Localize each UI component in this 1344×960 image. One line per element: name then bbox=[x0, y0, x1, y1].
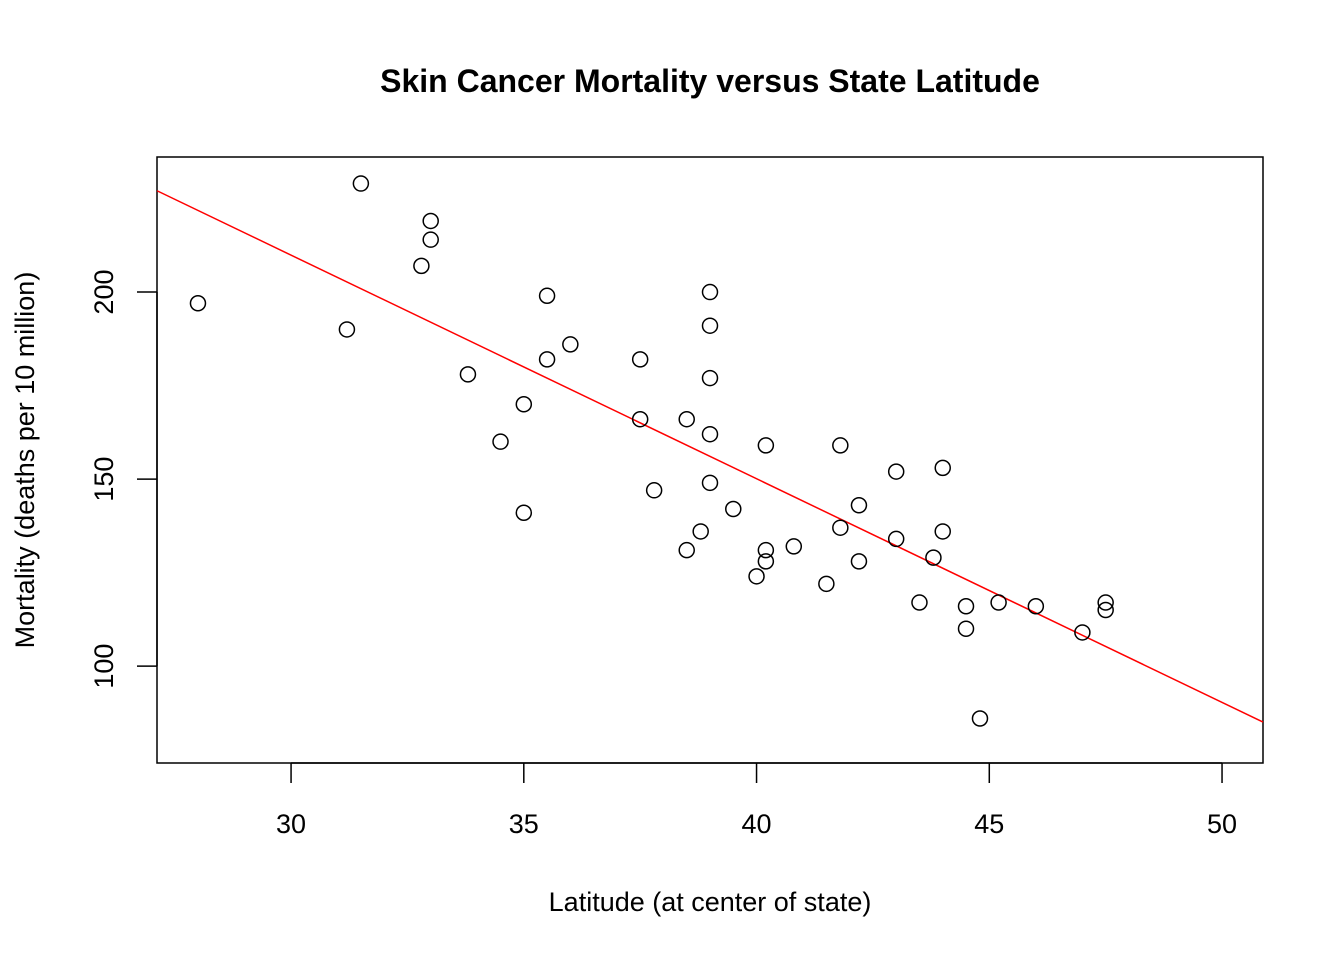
data-point bbox=[971, 710, 989, 727]
data-point bbox=[1097, 601, 1114, 619]
data-point bbox=[990, 594, 1007, 611]
data-point bbox=[832, 437, 849, 454]
y-axis-label: Mortality (deaths per 10 million) bbox=[10, 272, 40, 649]
data-points bbox=[189, 175, 1114, 727]
data-point bbox=[422, 231, 439, 248]
x-tick-label: 35 bbox=[509, 809, 539, 839]
data-point bbox=[338, 321, 356, 338]
plot-frame bbox=[156, 156, 1264, 764]
data-point bbox=[189, 295, 207, 312]
data-point bbox=[887, 530, 905, 548]
data-point bbox=[748, 568, 765, 585]
data-point bbox=[850, 553, 868, 570]
x-axis: 30 35 40 45 50 bbox=[276, 762, 1237, 839]
data-point bbox=[701, 369, 719, 387]
data-point bbox=[757, 541, 775, 559]
data-point bbox=[515, 504, 533, 521]
data-point bbox=[701, 317, 719, 334]
data-point bbox=[957, 620, 975, 637]
data-point bbox=[701, 425, 719, 443]
x-tick-label: 30 bbox=[276, 809, 306, 839]
x-tick-label: 50 bbox=[1207, 809, 1237, 839]
y-tick-label: 200 bbox=[89, 270, 119, 315]
data-point bbox=[492, 433, 509, 450]
data-point bbox=[678, 410, 695, 428]
data-point bbox=[459, 366, 477, 383]
y-axis: 100 150 200 bbox=[89, 270, 158, 689]
data-point bbox=[1027, 598, 1045, 615]
data-point bbox=[934, 459, 951, 477]
y-tick-label: 100 bbox=[89, 644, 119, 689]
data-point bbox=[678, 541, 695, 559]
data-point bbox=[957, 598, 975, 615]
data-point bbox=[422, 212, 439, 230]
data-point bbox=[887, 463, 905, 480]
data-point bbox=[515, 396, 533, 413]
data-point bbox=[538, 351, 556, 368]
regression-line-group bbox=[156, 190, 1264, 723]
data-point bbox=[757, 437, 775, 454]
data-point bbox=[1097, 594, 1114, 611]
data-point bbox=[631, 410, 649, 428]
data-point bbox=[1074, 624, 1091, 641]
data-point bbox=[701, 283, 719, 301]
data-point bbox=[562, 336, 579, 353]
data-point bbox=[352, 175, 370, 192]
data-point bbox=[757, 553, 775, 570]
x-tick-label: 45 bbox=[974, 809, 1004, 839]
data-point bbox=[692, 523, 709, 540]
regression-line bbox=[156, 190, 1264, 723]
x-tick-label: 40 bbox=[742, 809, 772, 839]
data-point bbox=[631, 351, 649, 368]
data-point bbox=[818, 575, 835, 593]
data-point bbox=[725, 500, 742, 518]
chart-title: Skin Cancer Mortality versus State Latit… bbox=[380, 63, 1040, 99]
data-point bbox=[911, 594, 928, 611]
data-point bbox=[785, 538, 803, 555]
data-point bbox=[925, 549, 942, 566]
data-point bbox=[701, 474, 719, 492]
data-point bbox=[645, 482, 663, 499]
data-point bbox=[832, 519, 849, 536]
x-axis-label: Latitude (at center of state) bbox=[549, 887, 872, 917]
data-point bbox=[413, 257, 430, 275]
data-point bbox=[850, 497, 868, 514]
data-point bbox=[538, 287, 556, 305]
data-point bbox=[934, 523, 951, 540]
y-tick-label: 150 bbox=[89, 457, 119, 502]
